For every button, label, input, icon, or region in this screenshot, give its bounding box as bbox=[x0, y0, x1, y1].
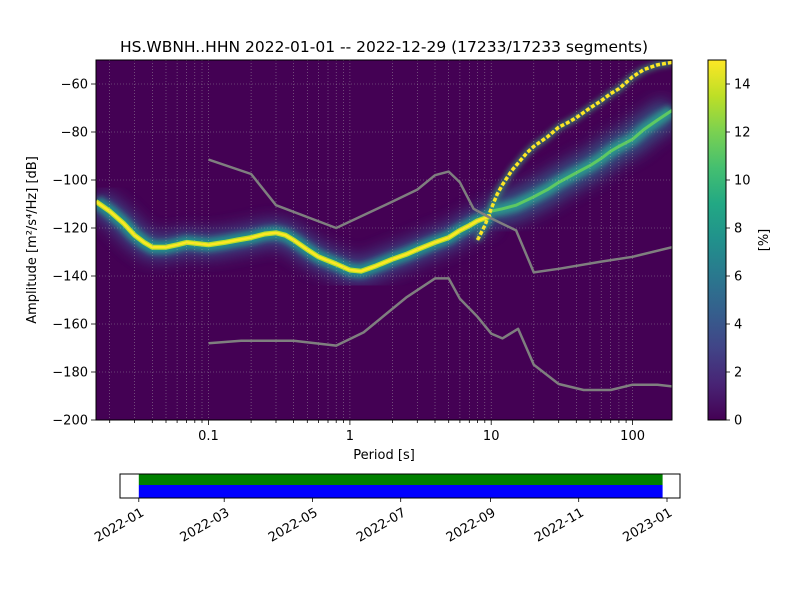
x-axis-ticks: 0.1 1 10 100 bbox=[109, 420, 645, 444]
y-tick-label: −140 bbox=[52, 270, 88, 285]
colorbar-label: [%] bbox=[757, 229, 772, 252]
timeline-date-ticks: 2022-01 2022-03 2022-05 2022-07 2022-09 2022-… bbox=[92, 498, 675, 546]
timeline-tick-label: 2022-09 bbox=[444, 505, 499, 545]
colorbar-gradient bbox=[707, 59, 727, 421]
y-axis-ticks: −200 −180 −160 −140 −120 −100 −80 −60 bbox=[52, 78, 96, 429]
y-tick-label: −180 bbox=[52, 366, 88, 381]
timeline-bar-segments bbox=[138, 474, 663, 485]
timeline-tick-label: 2022-03 bbox=[178, 505, 233, 545]
timeline-bar-psd bbox=[138, 485, 663, 498]
y-tick-label: −100 bbox=[52, 174, 88, 189]
noise-model-curves bbox=[208, 158, 672, 392]
grid-lines bbox=[96, 60, 672, 421]
colorbar-tick-label: 0 bbox=[734, 414, 742, 429]
new-low-noise-model-line bbox=[208, 277, 672, 392]
colorbar-tick-label: 12 bbox=[734, 126, 751, 141]
y-tick-label: −80 bbox=[61, 126, 88, 141]
x-tick-label: 0.1 bbox=[198, 429, 219, 444]
mode-ridge-long-period bbox=[475, 60, 672, 241]
y-axis-label: Amplitude [m²/s⁴/Hz] [dB] bbox=[25, 156, 40, 324]
timeline-tick-label: 2022-01 bbox=[92, 505, 147, 545]
timeline-frame bbox=[119, 473, 681, 499]
colorbar-tick-label: 8 bbox=[734, 222, 742, 237]
new-high-noise-model-line bbox=[208, 158, 672, 274]
colorbar-ticks: 0 2 4 6 8 10 12 14 bbox=[726, 78, 751, 429]
mode-ridge-main-core bbox=[96, 200, 492, 273]
plot-frame bbox=[95, 59, 673, 421]
colorbar-tick-label: 2 bbox=[734, 366, 742, 381]
timeline-tick-label: 2023-01 bbox=[620, 505, 675, 545]
y-tick-label: −60 bbox=[61, 78, 88, 93]
timeline-tick-label: 2022-05 bbox=[266, 505, 321, 545]
colorbar-tick-label: 6 bbox=[734, 270, 742, 285]
y-tick-label: −200 bbox=[52, 414, 88, 429]
colorbar-tick-label: 14 bbox=[734, 78, 751, 93]
colorbar: 0 2 4 6 8 10 12 14 [%] bbox=[707, 59, 772, 429]
ppsd-plot-area: 0.1 1 10 100 −200 −180 −160 −140 −120 −100 −80 −60… bbox=[25, 59, 673, 463]
timeline-tick-label: 2022-11 bbox=[532, 505, 587, 545]
chart-title: HS.WBNH..HHN 2022-01-01 -- 2022-12-29 (1… bbox=[120, 38, 648, 56]
colorbar-tick-label: 10 bbox=[734, 174, 751, 189]
timeline-bars bbox=[138, 474, 663, 498]
data-availability-timeline: 2022-01 2022-03 2022-05 2022-07 2022-09 2022-… bbox=[92, 473, 681, 546]
timeline-tick-label: 2022-07 bbox=[354, 505, 409, 545]
x-tick-label: 10 bbox=[483, 429, 500, 444]
x-tick-label: 100 bbox=[620, 429, 645, 444]
x-axis-label: Period [s] bbox=[353, 448, 415, 463]
y-tick-label: −160 bbox=[52, 318, 88, 333]
x-tick-label: 1 bbox=[346, 429, 354, 444]
colorbar-tick-label: 4 bbox=[734, 318, 742, 333]
y-tick-label: −120 bbox=[52, 222, 88, 237]
